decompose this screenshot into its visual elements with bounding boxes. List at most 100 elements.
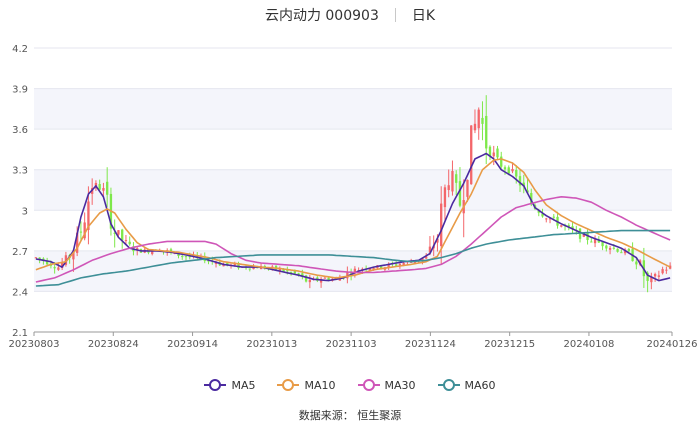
x-tick-label: 20240126: [647, 339, 698, 350]
candle-body: [522, 182, 525, 187]
candle-body: [121, 229, 124, 241]
candle-body: [477, 109, 480, 129]
candle-body: [304, 275, 308, 282]
candle-body: [286, 270, 289, 272]
candle-body: [511, 168, 514, 172]
data-source: 数据来源： 恒生聚源: [298, 409, 402, 422]
candle-body: [87, 201, 90, 230]
candle-body: [372, 268, 375, 270]
candle-body: [353, 268, 357, 274]
candle-body: [593, 239, 597, 244]
legend-swatch: [357, 379, 380, 391]
candle-body: [545, 218, 548, 220]
candle-body: [278, 268, 281, 271]
x-tick-label: 20230824: [88, 339, 139, 350]
candle-body: [297, 273, 300, 275]
legend-item-ma10[interactable]: MA10: [277, 379, 336, 392]
title-divider: [394, 8, 396, 22]
x-tick-label: 20230914: [167, 339, 218, 350]
candle-body: [289, 272, 293, 274]
x-tick-label: 20230803: [9, 339, 60, 350]
candle-body: [83, 222, 86, 239]
legend-label: MA5: [231, 378, 256, 392]
candle-body: [455, 174, 458, 183]
candle-body: [79, 231, 83, 233]
candle-body: [492, 152, 495, 157]
grid-band: [34, 169, 672, 211]
y-tick-label: 4.2: [12, 44, 28, 55]
legend-swatch: [277, 379, 300, 391]
candle-body: [413, 261, 417, 263]
candle-body: [646, 272, 649, 281]
grid-band: [34, 250, 672, 292]
candle-body: [184, 256, 188, 258]
candle-body: [440, 203, 443, 247]
candle-body: [507, 167, 510, 174]
y-tick-label: 2.4: [12, 287, 28, 298]
y-tick-label: 3: [22, 206, 28, 217]
candle-body: [102, 188, 105, 191]
candle-body: [308, 279, 312, 283]
candle-body: [34, 257, 38, 259]
candle-body: [552, 216, 555, 218]
legend-item-ma5[interactable]: MA5: [204, 379, 255, 392]
legend-label: MA30: [384, 378, 416, 392]
x-tick-label: 20231124: [405, 339, 456, 350]
candle-body: [124, 240, 128, 242]
y-tick-label: 3.3: [12, 166, 28, 177]
legend-item-ma30[interactable]: MA30: [357, 378, 416, 392]
candle-body: [500, 156, 503, 167]
candle-body: [421, 258, 424, 261]
candle-body: [181, 256, 184, 258]
candle-body: [653, 273, 657, 277]
ma5-line: [35, 152, 671, 282]
candle-body: [282, 269, 285, 272]
candle-body: [612, 247, 615, 249]
candle-body: [98, 184, 101, 190]
candle-body: [571, 226, 574, 230]
candle-body: [248, 268, 251, 270]
candle-body: [38, 257, 41, 259]
candle-body: [548, 218, 552, 220]
candle-body: [481, 117, 484, 124]
candle-body: [657, 275, 661, 277]
candle-body: [379, 266, 383, 269]
candle-body: [485, 115, 488, 149]
candle-body: [425, 256, 428, 259]
candle-body: [214, 262, 218, 264]
x-tick-label: 20231215: [484, 339, 535, 350]
candle-body: [57, 267, 60, 270]
candle-body: [323, 277, 327, 279]
candle-body: [635, 261, 638, 265]
candle-body: [567, 225, 570, 227]
candle-body: [226, 262, 229, 265]
candle-body: [597, 239, 600, 243]
ma30-line: [35, 196, 671, 283]
candle-body: [402, 263, 405, 266]
candle-body: [188, 256, 191, 258]
candle-body: [436, 238, 439, 243]
period-label[interactable]: 日K: [411, 8, 436, 24]
legend-item-ma60[interactable]: MA60: [437, 379, 496, 392]
candle-body: [518, 176, 522, 186]
candle-body: [151, 250, 154, 255]
candle-body: [537, 210, 540, 213]
candle-body: [428, 246, 432, 253]
candle-body: [301, 273, 304, 276]
x-tick-label: 20231103: [326, 339, 377, 350]
candle-body: [252, 266, 255, 270]
candle-body: [113, 232, 116, 234]
candle-body: [368, 268, 372, 271]
candle-body: [488, 146, 492, 157]
candle-body: [496, 148, 499, 158]
candle-body: [327, 277, 330, 281]
candle-body: [394, 264, 398, 266]
candle-body: [665, 269, 668, 271]
candle-body: [616, 248, 619, 252]
candle-body: [72, 250, 75, 260]
candle-body: [222, 264, 225, 267]
candle-body: [117, 230, 120, 235]
candle-body: [451, 170, 454, 192]
candle-body: [601, 241, 604, 247]
